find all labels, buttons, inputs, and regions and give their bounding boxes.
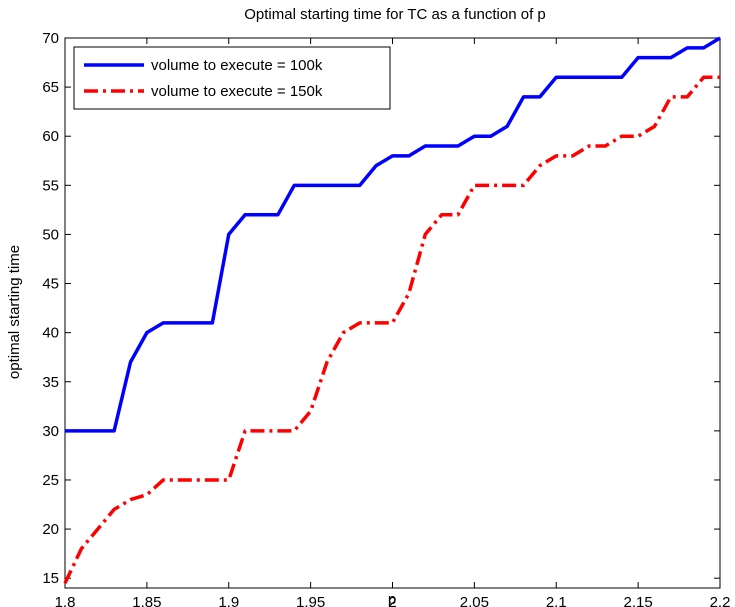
series-line-150k: [63, 75, 720, 584]
plot-frame: [64, 37, 721, 589]
x-tick-label: 1.8: [55, 594, 76, 607]
y-tick-label: 15: [42, 570, 59, 587]
legend-box: [73, 46, 391, 110]
y-tick-label: 30: [42, 423, 59, 440]
x-tick-label: 1.9: [218, 594, 239, 607]
series-line-100k: [65, 36, 721, 433]
y-tick-label: 45: [42, 276, 59, 293]
x-axis-label: p: [388, 591, 396, 607]
y-tick-label: 55: [42, 177, 59, 194]
x-tick-label: 1.95: [296, 594, 325, 607]
y-tick-label: 35: [42, 374, 59, 391]
y-axis-label: optimal starting time: [6, 245, 23, 379]
y-tick-label: 60: [42, 128, 59, 145]
x-tick-label: 2.05: [460, 594, 489, 607]
y-tick-label: 40: [42, 325, 59, 342]
legend: volume to execute = 100k volume to execu…: [73, 46, 391, 110]
chart-title: Optimal starting time for TC as a functi…: [244, 6, 546, 23]
x-tick-label: 2.15: [624, 594, 653, 607]
series-layer: [63, 36, 721, 584]
x-tick-label: 2.2: [710, 594, 731, 607]
legend-label-150k: volume to execute = 150k: [151, 83, 323, 100]
legend-label-100k: volume to execute = 100k: [151, 57, 323, 74]
y-tick-label: 65: [42, 79, 59, 96]
y-tick-label: 20: [42, 521, 59, 538]
x-tick-label: 2.1: [546, 594, 567, 607]
y-tick-label: 50: [42, 226, 59, 243]
y-tick-label: 70: [42, 30, 59, 47]
x-tick-label: 2: [388, 594, 396, 607]
x-tick-label: 1.85: [132, 594, 161, 607]
axis-ticks: 1.8 1.85 1.9 1.95 2 2.05 2.1 2.15 2.2 15 20 25 30 35 4…: [42, 30, 730, 607]
y-tick-label: 25: [42, 472, 59, 489]
